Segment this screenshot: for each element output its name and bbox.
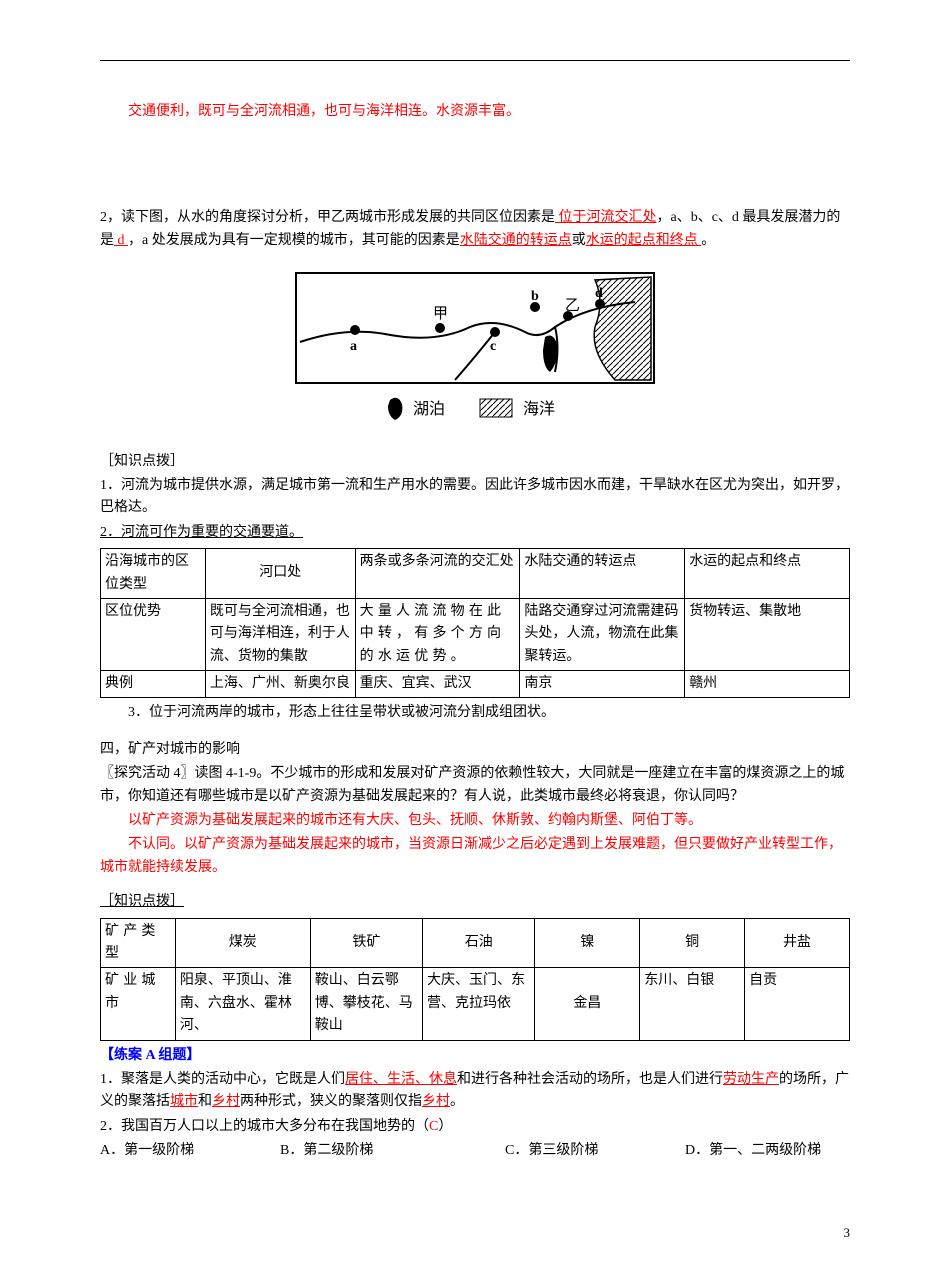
t2-r2c1-text: 矿业城市 (105, 973, 160, 1010)
page-number: 3 (100, 1223, 850, 1244)
top-answer-text: 交通便利，既可与全河流相通，也可与海洋相连。水资源丰富。 (100, 101, 850, 123)
t1-r3c2: 上海、广州、新奥尔良 (205, 671, 355, 698)
q2-mid2: ，a 处发展成为具有一定规模的城市，其可能的因素是 (128, 233, 460, 248)
t2-r1c6: 铜 (640, 918, 745, 968)
river-diagram: a 甲 c b 乙 d 湖泊 海洋 (100, 272, 850, 430)
kb1-point-2-text: 2．河流可作为重要的交通要道。 (100, 525, 303, 540)
table-row: 矿产类型 煤炭 铁矿 石油 镍 铜 井盐 (101, 918, 850, 968)
t2-r1c7: 井盐 (745, 918, 850, 968)
t2-r1c4: 石油 (423, 918, 535, 968)
pq2-answer: C (429, 1119, 438, 1134)
t2-r2c2: 阳泉、平顶山、淮南、六盘水、霍林河、 (175, 968, 310, 1040)
pq1-p1: 1．聚落是人类的活动中心，它既是人们 (100, 1072, 345, 1087)
t1-r1c4: 水陆交通的转运点 (520, 549, 685, 599)
pq1-a4: 乡村 (212, 1094, 240, 1109)
label-c: c (490, 339, 496, 354)
t2-r1c1: 矿产类型 (101, 918, 176, 968)
practice-q1: 1．聚落是人类的活动中心，它既是人们居住、生活、休息和进行各种社会活动的场所，也… (100, 1069, 850, 1114)
t2-r1c2: 煤炭 (175, 918, 310, 968)
pq1-p6: 。 (450, 1094, 464, 1109)
activity-4-answer-2: 不认同。以矿产资源为基础发展起来的城市，当资源日渐减少之后必定遇到上发展难题，但… (100, 834, 850, 879)
kb1-point-2: 2．河流可作为重要的交通要道。 (100, 522, 850, 544)
kb1-point-1: 1．河流为城市提供水源，满足城市第一流和生产用水的需要。因此许多城市因水而建，干… (100, 475, 850, 520)
kb2-title-text: ［知识点拨］ (100, 894, 184, 909)
q2-prefix: 2，读下图，从水的角度探讨分析，甲乙两城市形成发展的共同区位因素是 (100, 210, 555, 225)
pq2-optC: C．第三级阶梯 (505, 1140, 685, 1162)
activity-4-question: 〖探究活动 4〗读图 4-1-9。不少城市的形成和发展对矿产资源的依赖性较大，大… (100, 763, 850, 808)
t2-r1c1-text: 矿产类型 (105, 924, 160, 961)
t2-r2c3: 鞍山、白云鄂博、攀枝花、马鞍山 (310, 968, 422, 1040)
t1-r3c3: 重庆、宜宾、武汉 (355, 671, 520, 698)
q2-ans4: 水运的起点和终点 (586, 233, 702, 248)
diagram-svg: a 甲 c b 乙 d 湖泊 海洋 (295, 272, 655, 422)
t1-r3c5: 赣州 (685, 671, 850, 698)
practice-set-title: 【练案 A 组题】 (100, 1045, 850, 1067)
t1-r3c1: 典例 (101, 671, 206, 698)
question-2: 2，读下图，从水的角度探讨分析，甲乙两城市形成发展的共同区位因素是 位于河流交汇… (100, 207, 850, 252)
pq1-p2: 和进行各种社会活动的场所，也是人们进行 (457, 1072, 723, 1087)
top-rule (100, 60, 850, 61)
pq2-close: ） (438, 1119, 452, 1134)
river-city-table: 沿海城市的区位类型 河口处 两条或多条河流的交汇处 水陆交通的转运点 水运的起点… (100, 548, 850, 698)
t1-r1c2: 河口处 (205, 549, 355, 599)
q2-end: 。 (701, 233, 715, 248)
pq1-a3: 城市 (170, 1094, 198, 1109)
t1-r1c1: 沿海城市的区位类型 (101, 549, 206, 599)
t2-r1c3: 铁矿 (310, 918, 422, 968)
pq2-optB: B．第二级阶梯 (280, 1140, 505, 1162)
q2-ans3: 水陆交通的转运点 (460, 233, 572, 248)
t1-r3c4: 南京 (520, 671, 685, 698)
pq2-optD: D．第一、二两级阶梯 (685, 1140, 821, 1162)
label-yi: 乙 (565, 298, 580, 314)
t1-r1c5: 水运的起点和终点 (685, 549, 850, 599)
mineral-city-table: 矿产类型 煤炭 铁矿 石油 镍 铜 井盐 矿业城市 阳泉、平顶山、淮南、六盘水、… (100, 918, 850, 1041)
table-row: 区位优势 既可与全河流相通，也可与海洋相连，利于人流、货物的集散 大量人流流物在… (101, 598, 850, 670)
t1-r2c5: 货物转运、集散地 (685, 598, 850, 670)
label-a: a (350, 339, 357, 354)
t2-r2c6: 东川、白银 (640, 968, 745, 1040)
pq1-p5: 两种形式，狭义的聚落则仅指 (240, 1094, 422, 1109)
knowledge-box-2-title: ［知识点拨］ (100, 891, 850, 913)
legend-ocean: 海洋 (523, 400, 555, 418)
practice-q2-stem: 2．我国百万人口以上的城市大多分布在我国地势的（C） (100, 1116, 850, 1138)
table-row: 典例 上海、广州、新奥尔良 重庆、宜宾、武汉 南京 赣州 (101, 671, 850, 698)
q2-ans1: 位于河流交汇处 (555, 210, 657, 225)
table-row: 矿业城市 阳泉、平顶山、淮南、六盘水、霍林河、 鞍山、白云鄂博、攀枝花、马鞍山 … (101, 968, 850, 1040)
label-jia: 甲 (433, 306, 448, 322)
t2-r2c4: 大庆、玉门、东营、克拉玛依 (423, 968, 535, 1040)
pq1-a5: 乡村 (422, 1094, 450, 1109)
t1-r2c3: 大量人流流物在此中转，有多个方向的水运优势。 (355, 598, 520, 670)
pq1-p4: 和 (198, 1094, 212, 1109)
pq2-stem-text: 2．我国百万人口以上的城市大多分布在我国地势的（ (100, 1119, 429, 1134)
t2-r2c5: 金昌 (535, 968, 640, 1040)
pq1-a2: 劳动生产 (723, 1072, 779, 1087)
t1-r2c2: 既可与全河流相通，也可与海洋相连，利于人流、货物的集散 (205, 598, 355, 670)
after-table1-note: 3．位于河流两岸的城市，形态上往往呈带状或被河流分割成组团状。 (100, 702, 850, 724)
practice-q2-options: A．第一级阶梯B．第二级阶梯C．第三级阶梯D．第一、二两级阶梯 (100, 1140, 850, 1162)
section-4-title: 四，矿产对城市的影响 (100, 739, 850, 761)
q2-or: 或 (572, 233, 586, 248)
label-b: b (531, 289, 539, 304)
table-row: 沿海城市的区位类型 河口处 两条或多条河流的交汇处 水陆交通的转运点 水运的起点… (101, 549, 850, 599)
t1-r2c3-text: 大量人流流物在此中转，有多个方向的水运优势。 (360, 604, 506, 664)
activity-4-answer-1: 以矿产资源为基础发展起来的城市还有大庆、包头、抚顺、休斯敦、约翰内斯堡、阿伯丁等… (100, 810, 850, 832)
t1-r1c3: 两条或多条河流的交汇处 (355, 549, 520, 599)
pq1-a1: 居住、生活、休息 (345, 1072, 457, 1087)
label-d: d (595, 286, 603, 301)
q2-ans2: d (114, 233, 128, 248)
pq2-optA: A．第一级阶梯 (100, 1140, 280, 1162)
t2-r1c5: 镍 (535, 918, 640, 968)
legend-lake: 湖泊 (413, 400, 445, 418)
t2-r2c7: 自贡 (745, 968, 850, 1040)
knowledge-box-1-title: ［知识点拨］ (100, 451, 850, 473)
t1-r2c4: 陆路交通穿过河流需建码头处，人流，物流在此集聚转运。 (520, 598, 685, 670)
t2-r2c1: 矿业城市 (101, 968, 176, 1040)
t1-r2c1: 区位优势 (101, 598, 206, 670)
